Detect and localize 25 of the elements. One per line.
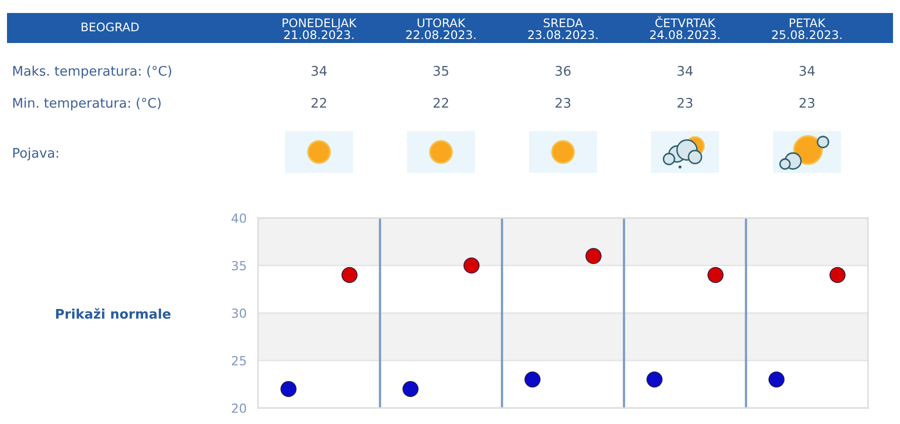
text: PETAK 25.08.2023.	[772, 18, 842, 40]
text: UTORAK 22.08.2023.	[406, 18, 476, 40]
data-label: 23	[800, 98, 814, 108]
text: PONEDELJAK 21.08.2023.	[282, 18, 357, 40]
text: Maks. temperatura: (°C)	[13, 66, 172, 78]
text: SREDA 23.08.2023.	[528, 18, 598, 40]
text: Prikaži normale	[56, 308, 170, 319]
data-label: 34	[800, 66, 815, 76]
data-label: 23	[556, 98, 570, 108]
data-label: 34	[678, 66, 693, 76]
text: BEOGRAD	[82, 22, 139, 32]
text: Min. temperatura: (°C)	[13, 98, 161, 110]
data-label: 22	[312, 98, 326, 108]
data-label: 22	[434, 98, 448, 108]
text: ČETVRTAK 24.08.2023.	[650, 16, 720, 40]
y-tick-label: 30	[232, 308, 246, 318]
data-label: 36	[556, 66, 571, 76]
data-label: 35	[434, 66, 448, 76]
text: Pojava:	[13, 148, 58, 160]
y-tick-label: 40	[232, 213, 246, 223]
y-tick-label: 35	[232, 260, 246, 270]
y-tick-label: 25	[232, 356, 246, 366]
y-tick-label: 20	[232, 403, 246, 413]
data-label: 34	[312, 66, 327, 76]
data-label: 23	[678, 98, 692, 108]
